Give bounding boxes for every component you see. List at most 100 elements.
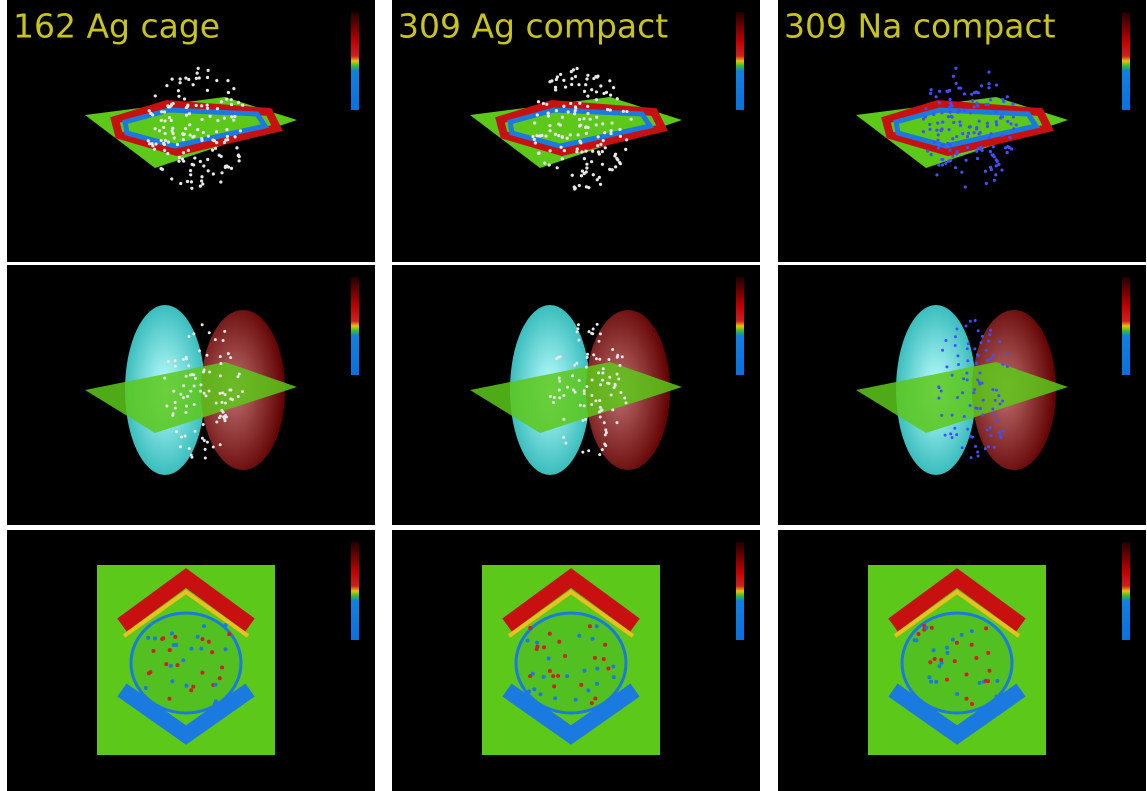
atom [201, 423, 205, 427]
atom [178, 445, 182, 449]
atom [993, 413, 997, 417]
atom [205, 353, 209, 357]
atom [166, 151, 170, 156]
atom [955, 433, 959, 437]
atom [1010, 147, 1014, 151]
atom [192, 384, 196, 388]
atom [552, 401, 556, 405]
atom [585, 385, 589, 389]
atom [190, 186, 194, 190]
atom [611, 85, 616, 90]
atom [179, 392, 183, 396]
atom [172, 136, 176, 140]
atom [167, 116, 172, 120]
feature [223, 647, 228, 652]
feature [594, 624, 599, 629]
atom [963, 108, 967, 113]
atom [606, 381, 610, 385]
feature [606, 666, 611, 671]
atom [604, 444, 608, 448]
atom [188, 168, 193, 173]
atom [950, 436, 954, 440]
atom [940, 157, 944, 162]
atom [978, 406, 982, 410]
atom [586, 352, 590, 356]
atom [202, 391, 206, 395]
atom [193, 376, 197, 380]
feature [964, 672, 969, 677]
atom [621, 109, 625, 113]
atom [955, 327, 959, 331]
atom [560, 115, 565, 119]
feature [590, 636, 595, 641]
atom [207, 331, 211, 335]
feature [944, 645, 949, 650]
feature [931, 648, 936, 653]
atom [607, 357, 611, 361]
atom [940, 111, 944, 115]
feature [227, 632, 232, 637]
atom [222, 116, 226, 120]
atom [235, 146, 239, 150]
atom [984, 181, 988, 186]
atom [200, 323, 204, 327]
feature [603, 642, 608, 647]
atom [214, 401, 218, 405]
atom [1005, 95, 1009, 99]
atom [625, 109, 629, 114]
atom [988, 98, 993, 102]
atom [184, 126, 188, 131]
color-bar [736, 12, 744, 110]
atom [160, 110, 164, 114]
atom [189, 173, 193, 177]
atom [173, 400, 177, 404]
atom [968, 319, 972, 323]
atom [213, 338, 217, 342]
atom [599, 383, 603, 387]
atom [531, 134, 535, 139]
atom [182, 97, 187, 101]
atom [983, 169, 988, 173]
atom [1001, 429, 1005, 433]
atom [166, 104, 170, 108]
atom [962, 92, 967, 96]
atom [952, 120, 956, 125]
atom [573, 363, 577, 367]
atom [584, 185, 589, 189]
atom [984, 102, 988, 107]
feature [994, 694, 999, 699]
atom [997, 394, 1001, 398]
feature [534, 647, 539, 652]
atom [624, 147, 628, 152]
atom [937, 386, 941, 390]
atom [546, 111, 550, 115]
atom [951, 74, 955, 78]
atom [975, 149, 979, 153]
panel: 309 Ag compact [392, 0, 760, 262]
band-red [881, 99, 1054, 157]
atom [199, 383, 203, 387]
atom [163, 138, 168, 143]
feature [206, 639, 211, 644]
atom [600, 150, 604, 154]
atom [153, 94, 157, 98]
atom [934, 95, 938, 99]
atom [596, 135, 600, 139]
atom [590, 393, 594, 397]
core [514, 611, 628, 715]
atom [584, 131, 588, 135]
atom [558, 396, 562, 400]
atom [184, 105, 188, 110]
feature [595, 681, 600, 686]
atom [955, 152, 959, 156]
atom [236, 375, 240, 379]
atom [171, 413, 175, 417]
panel [392, 265, 760, 525]
atom [974, 444, 978, 448]
band-blue [122, 107, 270, 149]
atom [592, 76, 596, 81]
atom [570, 77, 574, 81]
atom [586, 104, 590, 108]
